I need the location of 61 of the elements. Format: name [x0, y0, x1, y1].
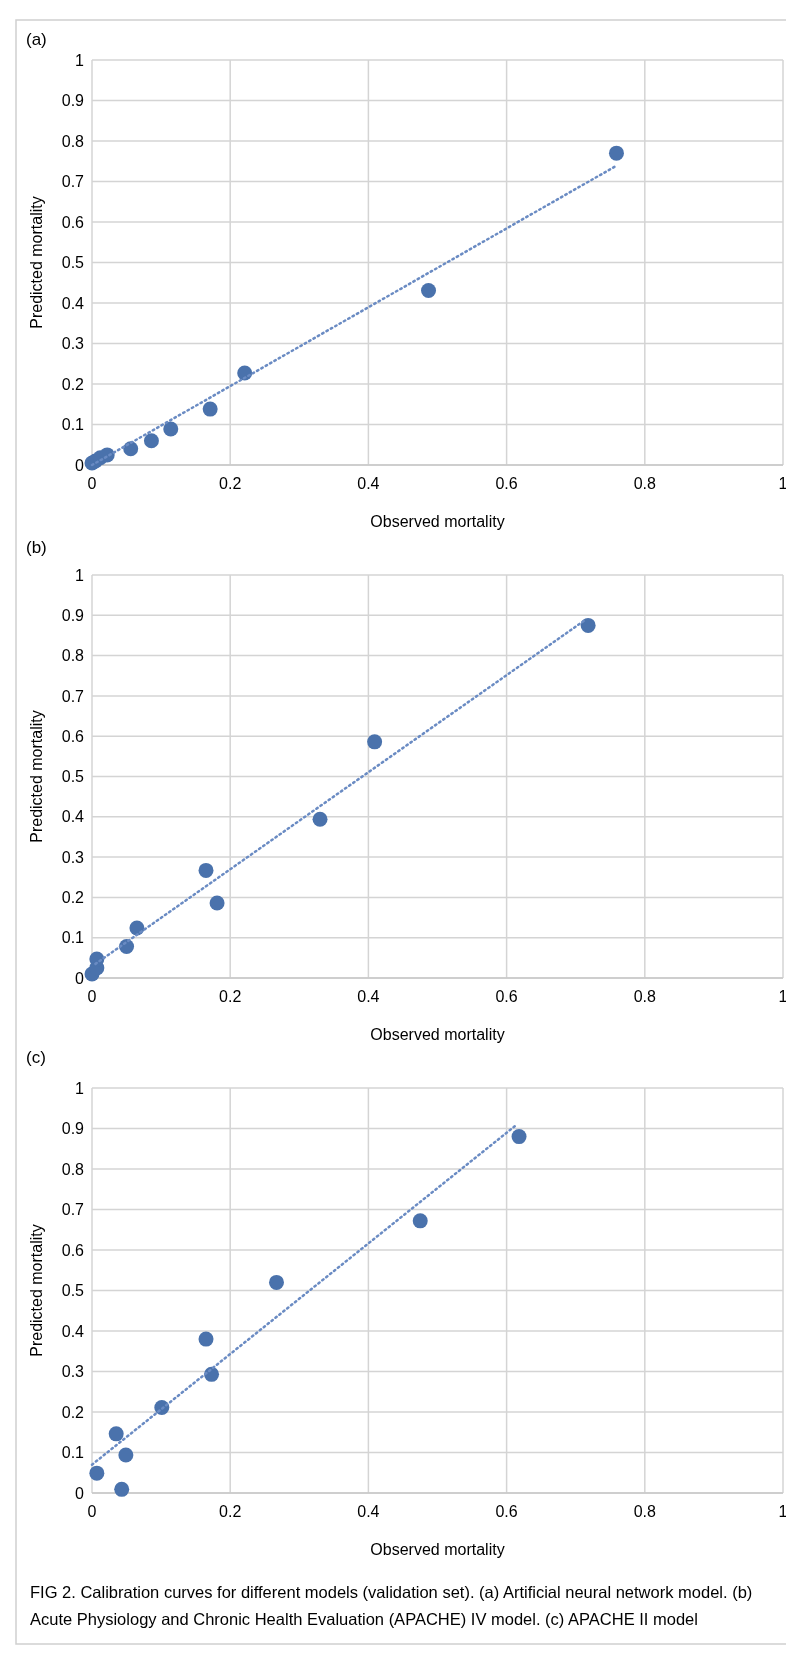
- y-tick-label: 0.4: [61, 1322, 85, 1340]
- x-axis-title: Observed mortality: [370, 1541, 505, 1558]
- y-tick-label: 1: [75, 51, 85, 69]
- x-tick-label: 1: [778, 988, 786, 1005]
- y-tick-label: 0.8: [61, 647, 85, 665]
- y-tick-label: 0: [75, 1484, 85, 1502]
- x-tick-label: 0.2: [219, 475, 242, 492]
- chart-title: (b): [26, 538, 47, 557]
- y-tick-label: 0.5: [61, 254, 85, 272]
- x-tick-label: 0.6: [495, 475, 518, 492]
- y-tick-label: 0.3: [61, 335, 85, 353]
- x-tick-label: 1: [778, 1503, 786, 1520]
- y-tick-label: 0.4: [61, 294, 85, 312]
- y-tick-label: 0.3: [61, 848, 85, 866]
- x-tick-label: 0.4: [357, 988, 380, 1005]
- y-tick-label: 0.8: [61, 1160, 85, 1178]
- x-axis-title: Observed mortality: [370, 513, 505, 530]
- x-tick-label: 0: [87, 1503, 97, 1520]
- y-tick-label: 0.7: [61, 173, 85, 191]
- y-tick-label: 0: [75, 456, 85, 474]
- y-tick-label: 0.5: [61, 768, 85, 786]
- y-tick-label: 0.7: [61, 1201, 85, 1219]
- y-tick-label: 1: [75, 566, 85, 584]
- y-tick-label: 0.2: [61, 375, 85, 393]
- y-tick-label: 0.9: [61, 92, 85, 110]
- y-tick-label: 0.9: [61, 606, 85, 624]
- x-tick-label: 0: [87, 988, 97, 1005]
- x-tick-label: 0: [87, 475, 97, 492]
- y-tick-label: 0.2: [61, 889, 85, 906]
- x-tick-label: 0.8: [633, 475, 657, 492]
- y-axis-title: Predicted mortality: [28, 196, 45, 329]
- y-tick-label: 0.9: [61, 1120, 85, 1138]
- y-tick-label: 0.1: [61, 1444, 85, 1462]
- x-tick-label: 0.6: [495, 1503, 518, 1520]
- y-tick-label: 0.6: [61, 727, 85, 745]
- y-tick-label: 0.8: [61, 132, 85, 150]
- y-tick-label: 0.1: [61, 416, 85, 434]
- x-tick-label: 0.4: [357, 1503, 380, 1520]
- x-tick-label: 0.8: [633, 988, 657, 1005]
- y-tick-label: 0.1: [61, 929, 85, 947]
- chart-title: (a): [26, 30, 47, 49]
- y-axis-title: Predicted mortality: [28, 1224, 45, 1357]
- y-tick-label: 0.6: [61, 1241, 85, 1259]
- x-axis-title: Observed mortality: [370, 1026, 505, 1043]
- x-tick-label: 0.4: [357, 475, 380, 492]
- y-tick-label: 0.5: [61, 1282, 85, 1300]
- y-tick-label: 0.4: [61, 808, 85, 826]
- y-tick-label: 0.6: [61, 213, 85, 231]
- x-tick-label: 0.6: [495, 988, 518, 1005]
- caption: FIG 2. Calibration curves for different models (validation set). (a) Artificial neural network model. (b) Acute Physiology and Chronic Health Evaluation (APACHE) IV model. (c) APACHE II model: [30, 1583, 753, 1628]
- x-tick-label: 0.2: [219, 988, 242, 1005]
- x-tick-label: 1: [778, 475, 786, 492]
- x-tick-label: 0.8: [633, 1503, 657, 1520]
- chart-title: (c): [26, 1048, 46, 1067]
- y-tick-label: 0: [75, 969, 85, 987]
- y-tick-label: 0.7: [61, 687, 85, 705]
- x-tick-label: 0.2: [219, 1503, 242, 1520]
- y-tick-label: 0.3: [61, 1363, 85, 1381]
- y-axis-title: Predicted mortality: [28, 710, 45, 843]
- y-tick-label: 0.2: [61, 1403, 85, 1421]
- y-tick-label: 1: [75, 1079, 85, 1097]
